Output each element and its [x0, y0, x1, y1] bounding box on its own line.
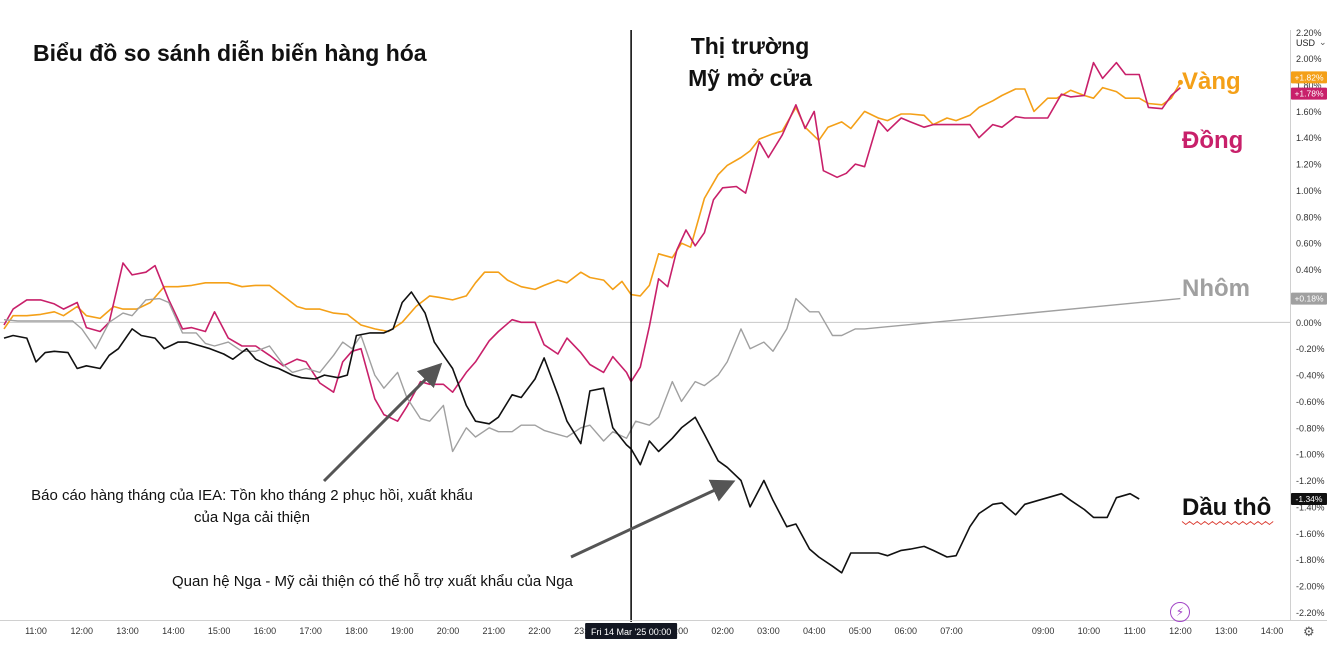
price-badge-label-gold: +1.82%: [1294, 72, 1324, 82]
x-tick-label: 09:00: [1032, 626, 1055, 636]
gear-icon[interactable]: ⚙: [1303, 624, 1315, 639]
x-tick-label: 22:00: [528, 626, 551, 636]
x-tick-label: 04:00: [803, 626, 826, 636]
relations-annotation: Quan hệ Nga - Mỹ cải thiện có thể hỗ trợ…: [172, 573, 573, 590]
x-tick-label: 05:00: [849, 626, 872, 636]
lightning-icon[interactable]: ⚡: [1170, 602, 1190, 622]
y-tick-label: -1.20%: [1296, 476, 1325, 486]
x-tick-label: 17:00: [299, 626, 322, 636]
x-tick-label: 13:00: [1215, 626, 1238, 636]
series-label-crude: Dầu thô: [1182, 494, 1272, 521]
y-tick-label: -0.40%: [1296, 371, 1325, 381]
y-tick-label: 1.40%: [1296, 133, 1322, 143]
x-tick-label: 15:00: [208, 626, 231, 636]
y-tick-label: -1.60%: [1296, 529, 1325, 539]
spellcheck-underline: [1181, 520, 1274, 526]
y-tick-label: 0.80%: [1296, 212, 1322, 222]
iea-annotation: Báo cáo hàng tháng của IEA: Tồn kho thán…: [31, 487, 473, 526]
price-badge-copper: [1291, 87, 1327, 100]
event-label: Thị trường Mỹ mở cửa: [650, 30, 850, 94]
x-tick-label: 10:00: [1078, 626, 1101, 636]
x-tick-label: 03:00: [757, 626, 780, 636]
y-tick-label: 1.80%: [1296, 81, 1322, 91]
series-label-gold: Vàng: [1182, 68, 1241, 95]
x-tick-label: 12:00: [71, 626, 94, 636]
x-tick-label: 16:00: [254, 626, 277, 636]
series-line-gold: [3, 82, 1182, 333]
y-tick-label: 1.20%: [1296, 160, 1322, 170]
y-tick-label: -0.60%: [1296, 397, 1325, 407]
price-badge-crude: [1291, 492, 1327, 505]
x-tick-label: 18:00: [345, 626, 368, 636]
price-badge-gold: [1291, 71, 1327, 84]
chevron-down-icon[interactable]: ⌄: [1319, 37, 1327, 47]
series-label-aluminium: Nhôm: [1182, 275, 1250, 302]
x-tick-label: 14:00: [1261, 626, 1284, 636]
series-line-copper: [3, 61, 1181, 422]
y-tick-label: -0.20%: [1296, 344, 1325, 354]
currency-selector[interactable]: USD: [1296, 38, 1316, 48]
chart-title: Biểu đồ so sánh diễn biến hàng hóa: [33, 40, 427, 66]
event-label-line2: Mỹ mở cửa: [688, 65, 812, 91]
x-tick-label: 11:00: [25, 626, 47, 636]
y-tick-label: 2.20%: [1296, 28, 1322, 38]
y-tick-label: -1.80%: [1296, 555, 1325, 565]
x-tick-label: 19:00: [391, 626, 414, 636]
x-tick-label: 12:00: [1169, 626, 1192, 636]
x-tick-label: 11:00: [1124, 626, 1146, 636]
y-tick-label: -2.20%: [1296, 608, 1325, 618]
crosshair-time-label: Fri 14 Mar '25 00:00: [591, 627, 671, 637]
series-line-aluminium: [3, 297, 1181, 453]
x-tick-label: 13:00: [116, 626, 139, 636]
price-badge-label-copper: +1.78%: [1294, 89, 1324, 99]
price-badge-label-aluminium: +0.18%: [1294, 294, 1324, 304]
series-line-crude: [3, 291, 1140, 574]
x-tick-label: 14:00: [162, 626, 185, 636]
y-tick-label: -0.80%: [1296, 423, 1325, 433]
y-tick-label: 1.00%: [1296, 186, 1322, 196]
y-tick-label: 0.40%: [1296, 265, 1322, 275]
series-label-copper: Đồng: [1182, 127, 1244, 154]
price-badge-label-crude: -1.34%: [1296, 494, 1323, 504]
series-endpoint-gold: [1177, 79, 1183, 85]
relations-arrow: [570, 479, 736, 559]
x-tick-label: 02:00: [711, 626, 734, 636]
y-tick-label: 2.00%: [1296, 54, 1322, 64]
x-tick-label: 06:00: [895, 626, 918, 636]
x-tick-label: 07:00: [940, 626, 963, 636]
x-tick-label: 20:00: [437, 626, 460, 636]
y-tick-label: -1.00%: [1296, 450, 1325, 460]
event-label-line1: Thị trường: [690, 33, 810, 59]
x-tick-label: 21:00: [483, 626, 506, 636]
price-badge-aluminium: [1291, 292, 1327, 305]
y-tick-label: -2.00%: [1296, 582, 1325, 592]
y-tick-label: 1.60%: [1296, 107, 1322, 117]
y-tick-label: 0.60%: [1296, 239, 1322, 249]
iea-arrow: [322, 362, 443, 483]
y-tick-label: 0.00%: [1296, 318, 1322, 328]
crosshair-time-box: [585, 623, 678, 639]
y-tick-label: -1.40%: [1296, 502, 1325, 512]
